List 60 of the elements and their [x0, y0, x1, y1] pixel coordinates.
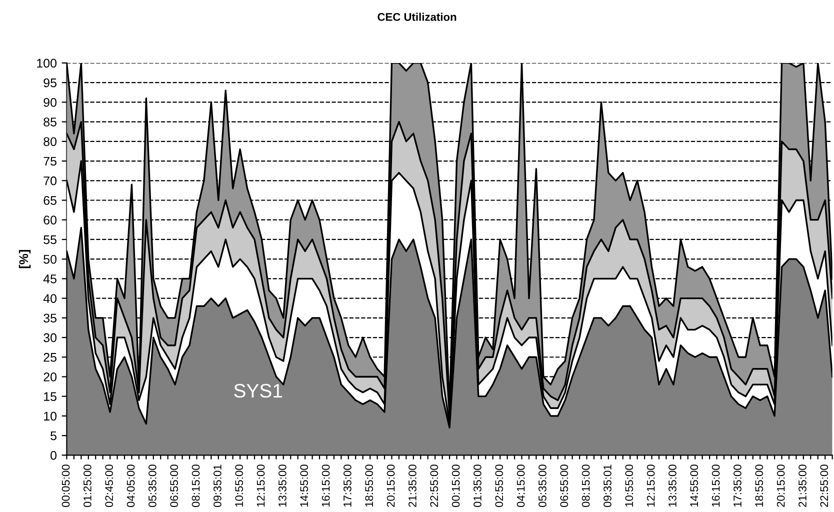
x-tick-label: 08:15:00 — [192, 464, 200, 508]
chart-title: CEC Utilization — [378, 12, 456, 21]
x-tick-label: 14:55:00 — [300, 464, 308, 507]
x-tick-label: 20:15:00 — [386, 464, 395, 507]
y-tick-label: 55 — [44, 235, 56, 244]
y-tick-label: 70 — [44, 176, 57, 186]
y-tick-label: 20 — [44, 372, 57, 382]
y-tick-label: 45 — [43, 274, 56, 284]
y-axis-title: [%] — [18, 250, 31, 268]
x-tick-label: 01:35:00 — [474, 464, 482, 508]
y-tick-label: 50 — [44, 254, 57, 264]
y-tick-label: 10 — [44, 412, 57, 421]
x-tick-label: 22:55:00 — [820, 464, 828, 507]
x-tick-label: 13:35:00 — [668, 464, 676, 507]
x-tick-label: 00:05:00 — [62, 464, 70, 508]
x-tick-label: 05:35:00 — [538, 464, 546, 508]
x-tick-label: 10:55:00 — [625, 464, 634, 507]
x-tick-label: 09:35:01 — [604, 464, 612, 508]
y-tick-label: 75 — [44, 156, 56, 166]
x-tick-label: 17:35:00 — [344, 464, 352, 507]
y-tick-label: 0 — [50, 450, 57, 460]
x-tick-label: 21:35:00 — [408, 464, 416, 507]
x-tick-label: 10:55:00 — [235, 464, 244, 507]
x-tick-label: 02:45:00 — [105, 464, 114, 508]
x-tick-label: 21:35:00 — [798, 464, 806, 507]
x-tick-label: 09:35:01 — [214, 464, 222, 508]
x-tick-label: 13:35:00 — [278, 464, 286, 507]
x-tick-label: 18:55:00 — [755, 464, 764, 507]
y-tick-label: 30 — [44, 333, 57, 342]
y-tick-label: 25 — [44, 352, 56, 362]
x-tick-label: 02:55:00 — [495, 464, 504, 508]
x-tick-label: 06:55:00 — [560, 464, 568, 508]
y-tick-label: 100 — [37, 58, 57, 68]
y-tick-label: 65 — [44, 196, 56, 205]
y-tick-label: 5 — [50, 431, 56, 440]
x-tick-label: 08:15:00 — [582, 464, 590, 508]
x-tick-label: 01:25:00 — [84, 464, 92, 508]
y-tick-label: 35 — [44, 314, 56, 323]
x-tick-label: 12:15:00 — [646, 464, 655, 507]
x-tick-label: 16:15:00 — [322, 464, 330, 507]
x-tick-label: 17:35:00 — [734, 464, 742, 507]
x-tick-label: 16:15:00 — [712, 464, 720, 507]
x-tick-label: 04:05:00 — [126, 464, 135, 508]
x-tick-label: 00:15:00 — [452, 464, 460, 508]
y-tick-label: 15 — [44, 392, 56, 401]
x-tick-label: 20:15:00 — [776, 464, 785, 507]
x-tick-label: 22:55:00 — [430, 464, 438, 507]
x-tick-label: 04:15:00 — [516, 464, 525, 508]
y-tick-label: 95 — [44, 78, 56, 88]
x-tick-label: 12:15:00 — [256, 464, 265, 507]
y-tick-label: 90 — [44, 98, 57, 107]
x-tick-label: 14:55:00 — [690, 464, 698, 507]
y-tick-label: 85 — [44, 118, 56, 126]
y-tick-label: 40 — [43, 294, 57, 303]
x-tick-label: 06:55:00 — [170, 464, 178, 508]
x-tick-label: 18:55:00 — [365, 464, 374, 507]
x-tick-label: 05:35:00 — [148, 464, 156, 508]
y-tick-label: 60 — [44, 216, 57, 225]
y-tick-label: 80 — [44, 137, 57, 146]
series-label: SYS1 — [234, 384, 282, 398]
